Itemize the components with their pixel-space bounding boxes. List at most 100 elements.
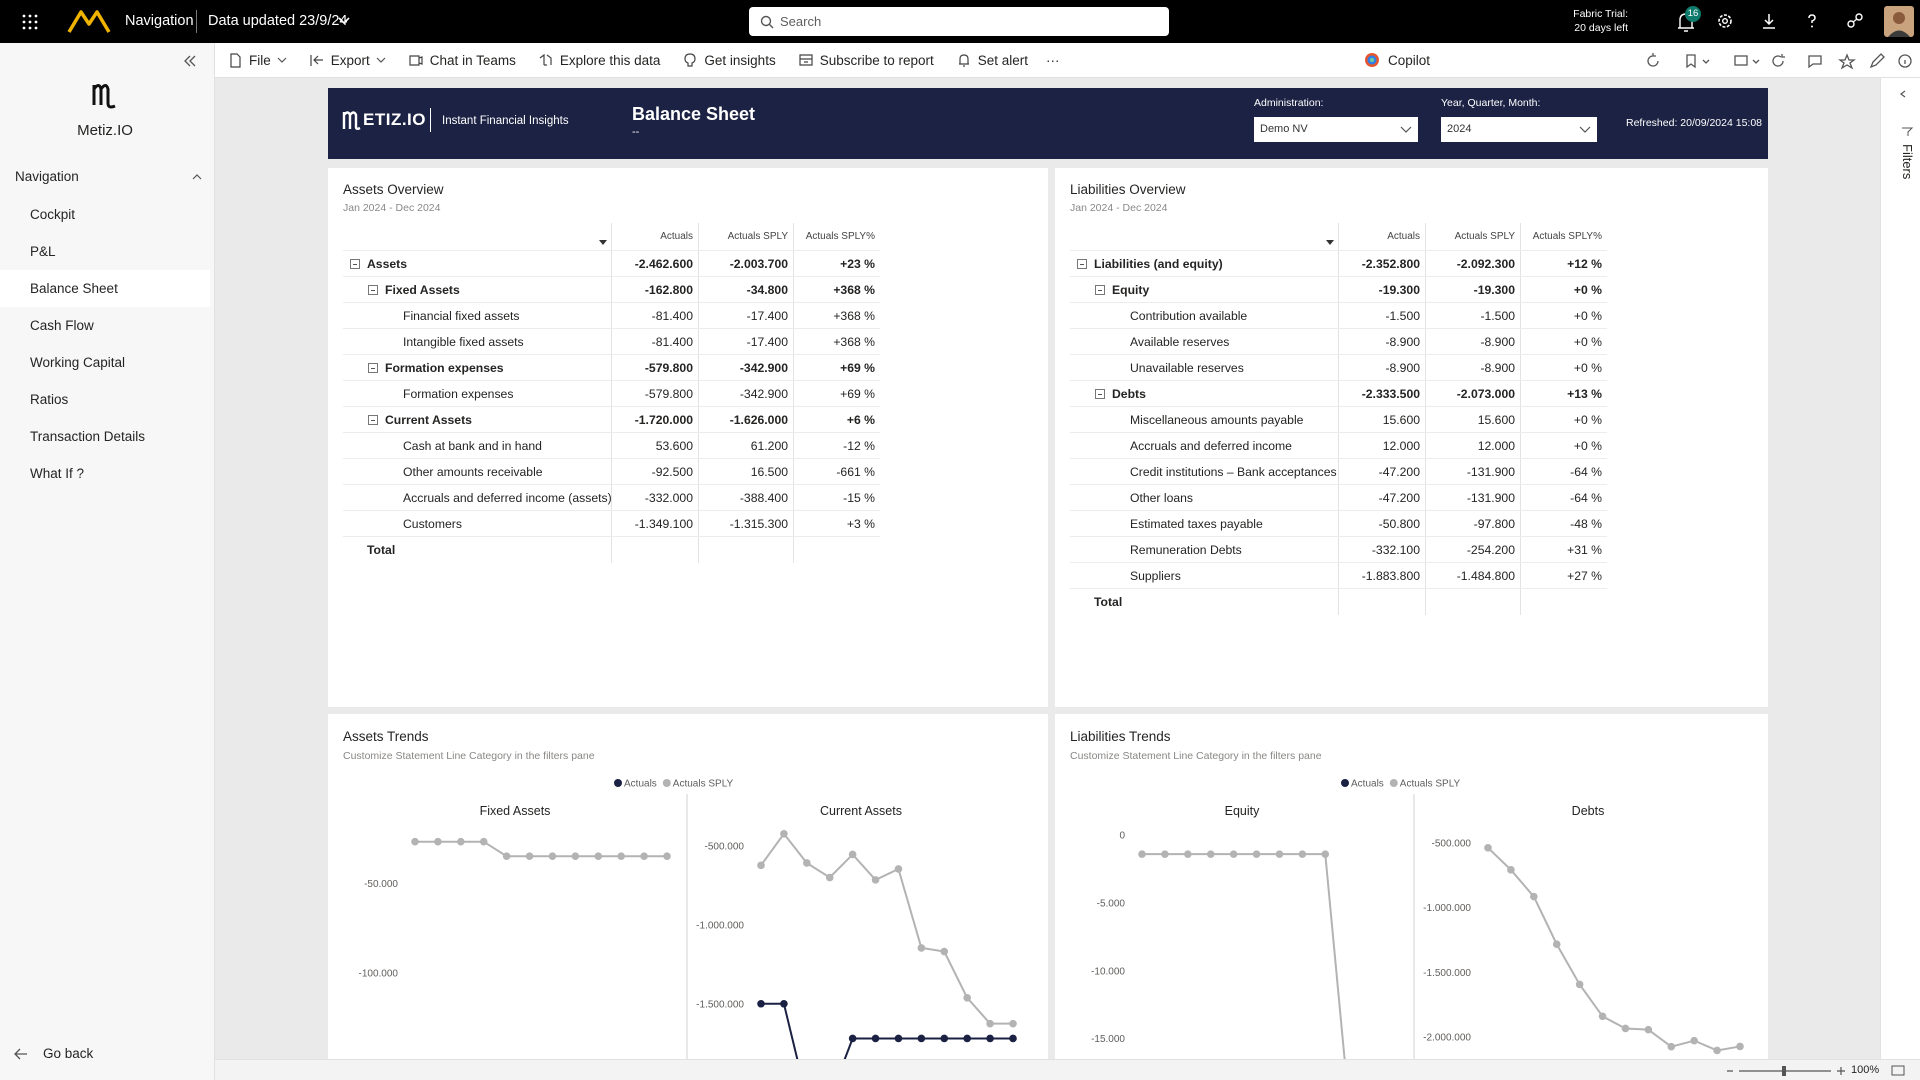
user-avatar[interactable] [1884, 6, 1914, 37]
app-logo [67, 10, 111, 33]
legend-label[interactable]: Actuals [624, 779, 657, 790]
expand-toggle[interactable] [368, 415, 378, 425]
data-point [963, 1034, 971, 1043]
row-value: +69 % [793, 381, 880, 406]
data-point [1298, 850, 1307, 858]
row-value: -2.333.500 [1338, 381, 1425, 406]
nav-item[interactable]: Cash Flow [30, 318, 94, 333]
data-updated[interactable]: Data updated 23/9/24 [208, 13, 348, 29]
share-button[interactable] [1846, 12, 1864, 30]
toolbar-icon [958, 54, 969, 67]
row-label: Miscellaneous amounts payable [1130, 412, 1304, 427]
help-button[interactable] [1803, 12, 1821, 30]
row-value: +368 % [793, 277, 880, 302]
row-label: Equity [1112, 282, 1150, 297]
row-label-cell: Debts [1070, 381, 1338, 406]
toolbar-button[interactable]: Get insights [682, 52, 776, 68]
filters-pane[interactable]: Filters [1880, 78, 1920, 1059]
notifications-button[interactable] [1672, 4, 1702, 38]
data-point [1736, 1042, 1744, 1051]
data-point [780, 829, 788, 838]
total-label: Total [367, 543, 396, 557]
download-button[interactable] [1760, 12, 1778, 30]
data-point [434, 837, 442, 846]
table-row: Assets -2.462.600 -2.003.700 +23 % [343, 251, 880, 277]
filter-dropdown[interactable]: Demo NV [1254, 117, 1418, 142]
expand-toggle[interactable] [1095, 389, 1105, 399]
nav-section[interactable]: Navigation [15, 169, 79, 184]
report-title: Balance Sheet [632, 104, 756, 124]
nav-item[interactable]: P&L [30, 244, 56, 259]
app-launcher[interactable] [22, 14, 38, 30]
row-value: -8.900 [1338, 329, 1425, 354]
nav-item[interactable]: Transaction Details [30, 429, 146, 444]
expand-toggle[interactable] [350, 259, 360, 269]
row-label-cell: Other amounts receivable [343, 459, 611, 484]
toolbar-button[interactable]: Subscribe to report [798, 52, 934, 68]
copilot-button[interactable]: Copilot [1364, 52, 1430, 68]
row-label: Formation expenses [385, 360, 504, 375]
nav-item-active[interactable]: Balance Sheet [0, 270, 210, 307]
expand-toggle[interactable] [1095, 285, 1105, 295]
expand-toggle[interactable] [368, 285, 378, 295]
toolbar-button[interactable]: Export [309, 52, 386, 68]
table-row: Intangible fixed assets -81.400 -17.400 +36… [343, 329, 880, 355]
search-box[interactable]: Search [749, 7, 1169, 36]
brand-logo [92, 84, 116, 109]
liabilities-trends-panel: Liabilities Trends Customize Statement Li… [1055, 714, 1768, 1059]
row-value: +3 % [793, 511, 880, 536]
y-tick-label: -1.500.000 [696, 999, 744, 1010]
row-value: -81.400 [611, 329, 698, 354]
toolbar-button[interactable]: File [227, 52, 287, 68]
chevron [338, 17, 350, 25]
zoom-slider[interactable] [1725, 1064, 1855, 1078]
column-header: Actuals SPLY% [793, 223, 880, 250]
settings-button[interactable] [1716, 12, 1734, 30]
nav-item[interactable]: Ratios [30, 392, 69, 407]
toolbar-button[interactable]: Explore this data [538, 52, 660, 68]
row-value: -19.300 [1338, 277, 1425, 302]
nav-item[interactable]: Cockpit [30, 207, 76, 222]
toolbar-button[interactable]: Chat in Teams [408, 52, 516, 68]
legend-label[interactable]: Actuals SPLY [1400, 779, 1461, 790]
sort-indicator[interactable] [1326, 240, 1334, 246]
row-label-cell: Credit institutions – Bank acceptances [1070, 459, 1338, 484]
panel-title: Assets Trends [343, 729, 429, 744]
row-value: -1.626.000 [698, 407, 793, 432]
nav-item[interactable]: What If ? [30, 466, 85, 481]
row-label: Contribution available [1130, 308, 1248, 323]
row-value: +31 % [1520, 537, 1607, 562]
go-back[interactable]: Go back [43, 1046, 94, 1061]
toolbar-label: File [249, 52, 271, 68]
toolbar-icons [1647, 53, 1912, 70]
row-value: 12.000 [1425, 433, 1520, 458]
toolbar-icon [799, 54, 813, 66]
search-placeholder: Search [780, 14, 822, 29]
row-label: Customers [403, 516, 462, 531]
sort-indicator[interactable] [599, 240, 607, 246]
expand-toggle[interactable] [368, 363, 378, 373]
row-value: -2.003.700 [698, 251, 793, 276]
chart-title: Debts [1572, 804, 1605, 818]
filter-dropdown[interactable]: 2024 [1441, 117, 1597, 142]
toolbar-icon [539, 53, 552, 66]
brand-name: Metiz.IO [77, 122, 133, 139]
more-button[interactable]: ··· [1046, 52, 1060, 68]
expand-toggle[interactable] [1077, 259, 1087, 269]
data-point [986, 1034, 994, 1043]
row-value: -162.800 [611, 277, 698, 302]
row-label-cell: Assets [343, 251, 611, 276]
nav-item[interactable]: Working Capital [30, 355, 126, 370]
fit-page-button[interactable] [1891, 1065, 1905, 1077]
row-value: 15.600 [1338, 407, 1425, 432]
row-label: Other amounts receivable [403, 464, 543, 479]
toolbar-button[interactable]: Set alert [956, 52, 1028, 68]
legend-label[interactable]: Actuals [1351, 779, 1384, 790]
data-point [1621, 1024, 1630, 1033]
legend-label[interactable]: Actuals SPLY [673, 779, 734, 790]
row-value: -50.800 [1338, 511, 1425, 536]
total-value [611, 537, 698, 563]
legend-marker [662, 779, 671, 787]
row-label-cell: Estimated taxes payable [1070, 511, 1338, 536]
collapse-button[interactable] [184, 55, 196, 67]
